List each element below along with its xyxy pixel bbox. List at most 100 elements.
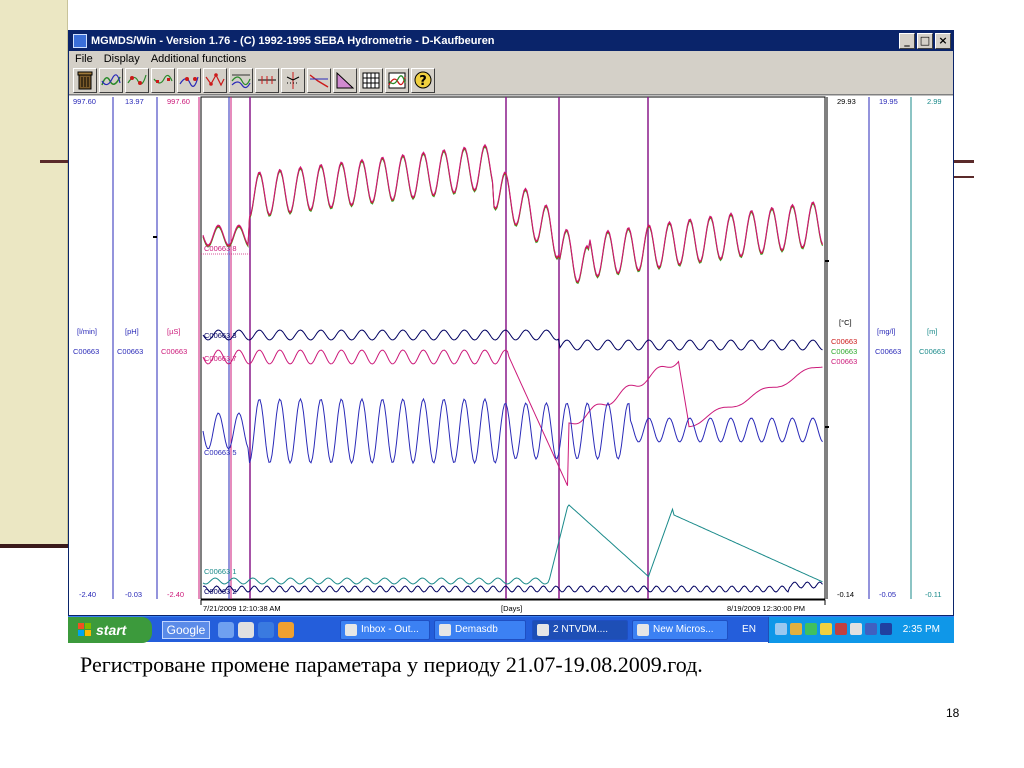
markers-icon[interactable] bbox=[281, 68, 305, 93]
curve-overlay-icon[interactable] bbox=[229, 68, 253, 93]
level-trace bbox=[202, 504, 823, 585]
slide-rule bbox=[950, 176, 974, 178]
task-ntvdm[interactable]: 2 NTVDM.... bbox=[532, 620, 628, 640]
menu-bar: File Display Additional functions bbox=[69, 51, 953, 67]
task-inbox[interactable]: Inbox - Out... bbox=[340, 620, 430, 640]
axis-top-value: 2.99 bbox=[927, 97, 942, 106]
task-label: Inbox - Out... bbox=[361, 624, 419, 635]
axis-unit: [mg/l] bbox=[877, 327, 895, 336]
browser-icon[interactable] bbox=[258, 622, 274, 638]
svg-text:?: ? bbox=[419, 74, 427, 89]
plot-area bbox=[200, 96, 826, 600]
chart-icon[interactable] bbox=[385, 68, 409, 93]
time-series-plot[interactable]: 997.60 13.97 997.60 [l/min] [pH] [µS] C0… bbox=[69, 95, 953, 615]
security-icon[interactable] bbox=[790, 623, 802, 635]
mail-icon bbox=[345, 624, 357, 636]
taskbar: start Google Inbox - Out... Demasdb 2 NT… bbox=[68, 616, 954, 643]
start-button[interactable]: start bbox=[68, 617, 152, 643]
flow-trace bbox=[202, 581, 823, 593]
menu-display[interactable]: Display bbox=[103, 53, 140, 65]
axis-unit: [°C] bbox=[839, 318, 852, 327]
axis-channel: C00663 bbox=[161, 347, 187, 356]
help-icon[interactable]: ? bbox=[411, 68, 435, 93]
curve-points-icon[interactable] bbox=[203, 68, 227, 93]
axis-top-value: 997.60 bbox=[73, 97, 96, 106]
menu-file[interactable]: File bbox=[75, 53, 93, 65]
play-icon[interactable] bbox=[880, 623, 892, 635]
media-icon[interactable] bbox=[278, 622, 294, 638]
trace-label: C00663 8 bbox=[204, 244, 237, 253]
document-icon bbox=[637, 624, 649, 636]
trace-label: C00663 1 bbox=[204, 567, 237, 576]
ph-trace bbox=[202, 329, 823, 351]
display-icon[interactable] bbox=[865, 623, 877, 635]
network-icon[interactable] bbox=[775, 623, 787, 635]
axis-channel: C00663 bbox=[831, 337, 857, 346]
task-label: New Micros... bbox=[653, 624, 714, 635]
x-unit-label: [Days] bbox=[501, 604, 522, 613]
axis-unit: [pH] bbox=[125, 327, 139, 336]
grid-icon[interactable] bbox=[359, 68, 383, 93]
axis-bottom-value: -0.05 bbox=[879, 590, 896, 599]
axis-channel: C00663 bbox=[73, 347, 99, 356]
axis-channel: C00663 bbox=[831, 347, 857, 356]
axis-bottom-value: -2.40 bbox=[167, 590, 184, 599]
curve-icon[interactable] bbox=[99, 68, 123, 93]
slide-number: 18 bbox=[946, 706, 960, 720]
tray-icons bbox=[775, 623, 892, 635]
google-search-box[interactable]: Google bbox=[162, 621, 210, 639]
curve-points-icon[interactable] bbox=[125, 68, 149, 93]
line-markers-icon[interactable] bbox=[307, 68, 331, 93]
task-label: Demasdb bbox=[455, 624, 498, 635]
axis-top-value: 997.60 bbox=[167, 97, 190, 106]
x-start-label: 7/21/2009 12:10:38 AM bbox=[203, 604, 281, 613]
curve-markers-icon[interactable] bbox=[255, 68, 279, 93]
start-label: start bbox=[96, 622, 127, 638]
axis-channel: C00663 bbox=[875, 347, 901, 356]
task-new-microsoft[interactable]: New Micros... bbox=[632, 620, 728, 640]
menu-additional-functions[interactable]: Additional functions bbox=[150, 53, 247, 65]
app-icon[interactable] bbox=[73, 34, 87, 48]
axis-bottom-value: -2.40 bbox=[79, 590, 96, 599]
triangle-icon[interactable] bbox=[333, 68, 357, 93]
shield-icon[interactable] bbox=[820, 623, 832, 635]
trace-label: C00663 7 bbox=[204, 354, 237, 363]
temperature-trace bbox=[202, 143, 823, 283]
conductivity-trace bbox=[202, 349, 823, 486]
axis-unit: [µS] bbox=[167, 327, 181, 336]
axis-channel: C00663 bbox=[117, 347, 143, 356]
clock[interactable]: 2:35 PM bbox=[902, 624, 940, 635]
windows-flag-icon bbox=[78, 623, 91, 636]
curve-points-icon[interactable] bbox=[177, 68, 201, 93]
slide-rule bbox=[40, 160, 74, 163]
axis-channel: C00663 bbox=[919, 347, 945, 356]
volume-icon[interactable] bbox=[850, 623, 862, 635]
axis-top-value: 19.95 bbox=[879, 97, 898, 106]
update-icon[interactable] bbox=[805, 623, 817, 635]
x-end-label: 8/19/2009 12:30:00 PM bbox=[727, 604, 805, 613]
task-demasdb[interactable]: Demasdb bbox=[434, 620, 526, 640]
window-title: MGMDS/Win - Version 1.76 - (C) 1992-1995… bbox=[91, 35, 495, 47]
title-bar[interactable]: MGMDS/Win - Version 1.76 - (C) 1992-1995… bbox=[69, 31, 953, 51]
restore-button[interactable]: □ bbox=[917, 33, 933, 49]
axis-unit: [m] bbox=[927, 327, 937, 336]
app-window: MGMDS/Win - Version 1.76 - (C) 1992-1995… bbox=[68, 30, 954, 616]
minimize-button[interactable]: _ bbox=[899, 33, 915, 49]
console-icon bbox=[537, 624, 549, 636]
outlook-icon[interactable] bbox=[218, 622, 234, 638]
close-button[interactable]: × bbox=[935, 33, 951, 49]
axis-unit: [l/min] bbox=[77, 327, 97, 336]
antivirus-icon[interactable] bbox=[835, 623, 847, 635]
curve-points-icon[interactable] bbox=[151, 68, 175, 93]
desktop-icon[interactable] bbox=[238, 622, 254, 638]
slide-caption: Регистроване промене параметара у период… bbox=[80, 652, 703, 677]
quick-launch bbox=[218, 622, 294, 638]
system-tray: 2:35 PM bbox=[768, 617, 954, 643]
axis-bottom-value: -0.11 bbox=[925, 590, 942, 599]
axis-bottom-value: -0.14 bbox=[837, 590, 854, 599]
language-indicator[interactable]: EN bbox=[742, 624, 756, 635]
trash-icon[interactable] bbox=[73, 68, 97, 93]
window-controls: _ □ × bbox=[899, 33, 951, 49]
trace-label: C00663 2 bbox=[204, 587, 237, 596]
axis-bottom-value: -0.03 bbox=[125, 590, 142, 599]
